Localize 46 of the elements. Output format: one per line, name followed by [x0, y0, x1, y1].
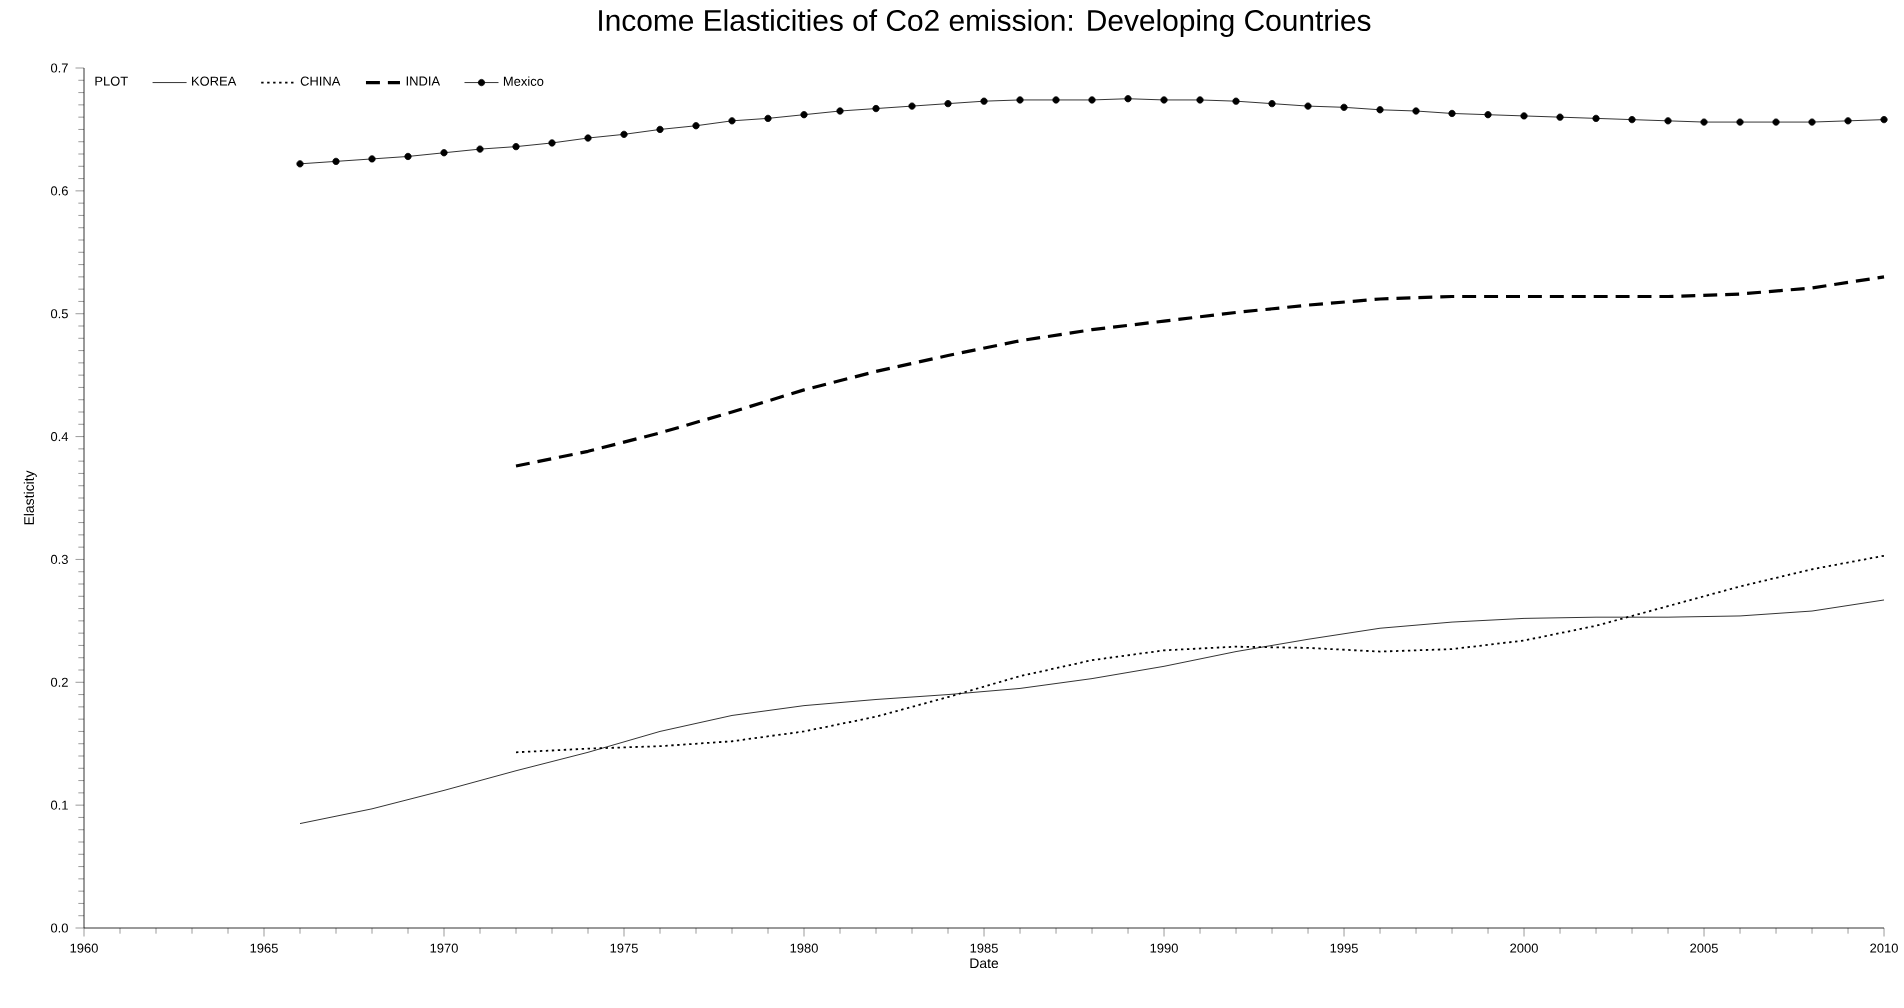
point [980, 97, 988, 105]
point [368, 155, 376, 163]
point [1088, 96, 1096, 104]
point [1448, 109, 1456, 118]
point [332, 157, 340, 165]
point [1304, 102, 1312, 110]
point [836, 107, 844, 115]
point [656, 125, 664, 134]
point [1736, 118, 1744, 126]
point [1808, 118, 1816, 126]
point [1880, 116, 1888, 124]
point [1844, 117, 1852, 125]
point [1664, 117, 1672, 125]
point [728, 117, 736, 125]
point [1592, 114, 1600, 122]
point [1628, 116, 1636, 124]
point [440, 149, 448, 157]
point [548, 139, 556, 147]
point [1376, 106, 1384, 114]
point [512, 143, 520, 151]
point [296, 160, 304, 168]
point [1484, 111, 1492, 119]
point [476, 145, 484, 153]
point [764, 114, 772, 122]
point [404, 152, 412, 161]
chart-title: Income Elasticities of Co2 emission: Developing Countries [599, 9, 1371, 37]
point [1340, 103, 1348, 111]
point [1160, 96, 1168, 104]
point [1268, 100, 1276, 108]
point [584, 134, 592, 142]
point [1700, 118, 1708, 126]
point [1556, 113, 1564, 121]
point [1196, 96, 1204, 104]
point [1016, 96, 1024, 104]
point [620, 130, 628, 138]
point [1520, 112, 1528, 120]
point [944, 100, 952, 108]
point [1052, 96, 1060, 104]
point [1412, 107, 1420, 115]
point [692, 122, 700, 130]
point [800, 111, 808, 119]
point [872, 104, 880, 113]
point [908, 102, 916, 110]
point [1124, 95, 1132, 103]
point [1772, 118, 1780, 126]
point [1232, 97, 1240, 105]
